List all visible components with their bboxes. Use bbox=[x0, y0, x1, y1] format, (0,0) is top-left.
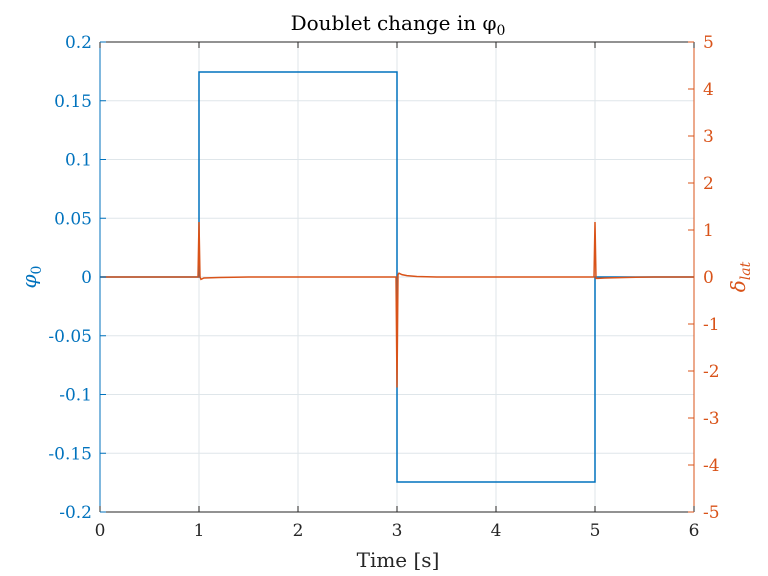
y-right-tick-label: 5 bbox=[703, 33, 714, 53]
x-tick-label: 2 bbox=[293, 521, 304, 541]
chart-title-text: Doublet change in φ bbox=[291, 11, 497, 35]
x-tick-label: 3 bbox=[392, 521, 403, 541]
y-right-tick-label: -2 bbox=[703, 362, 720, 382]
y-right-tick-label: 4 bbox=[703, 80, 714, 100]
y-right-tick-label: -3 bbox=[703, 409, 720, 429]
y-axis-label-left-text: φ bbox=[17, 274, 41, 288]
y-left-tick-label: -0.15 bbox=[48, 444, 92, 464]
y-left-tick-label: -0.1 bbox=[59, 386, 92, 406]
y-axis-label-right: δlat bbox=[726, 261, 754, 292]
y-left-tick-label: 0.15 bbox=[54, 92, 92, 112]
x-tick-label: 6 bbox=[689, 521, 700, 541]
x-tick-label: 1 bbox=[194, 521, 205, 541]
x-tick-label: 5 bbox=[590, 521, 601, 541]
y-right-tick-label: 0 bbox=[703, 268, 714, 288]
y-right-tick-label: -4 bbox=[703, 456, 720, 476]
y-axis-label-right-text: δ bbox=[726, 280, 750, 292]
y-right-tick-label: 3 bbox=[703, 127, 714, 147]
series-layer bbox=[100, 71, 694, 483]
y-left-tick-label: 0 bbox=[81, 268, 92, 288]
series-line-delta-lat bbox=[100, 221, 694, 388]
y-left-tick-label: -0.05 bbox=[48, 327, 92, 347]
y-right-tick-label: -1 bbox=[703, 315, 720, 335]
y-left-tick-label: 0.1 bbox=[65, 151, 92, 171]
y-right-tick-label: 1 bbox=[703, 221, 714, 241]
y-axis-label-right-subscript: lat bbox=[738, 261, 754, 280]
chart-title-subscript: 0 bbox=[497, 23, 506, 39]
y-right-tick-label: 2 bbox=[703, 174, 714, 194]
x-tick-label: 4 bbox=[491, 521, 502, 541]
axes-layer: 0 1 2 3 4 5 6 -0.2 -0.15 -0.1 -0.05 0 0.05 0.1 0.15 0.2… bbox=[48, 33, 719, 541]
x-tick-label: 0 bbox=[95, 521, 106, 541]
y-left-tick-label: -0.2 bbox=[59, 503, 92, 523]
y-right-tick-label: -5 bbox=[703, 503, 720, 523]
chart-title: Doublet change in φ0 bbox=[291, 11, 506, 39]
y-left-tick-label: 0.2 bbox=[65, 33, 92, 53]
y-axis-label-left: φ0 bbox=[17, 266, 45, 289]
x-axis-label: Time [s] bbox=[357, 548, 440, 572]
y-axis-label-left-subscript: 0 bbox=[29, 266, 45, 275]
y-left-tick-label: 0.05 bbox=[54, 209, 92, 229]
